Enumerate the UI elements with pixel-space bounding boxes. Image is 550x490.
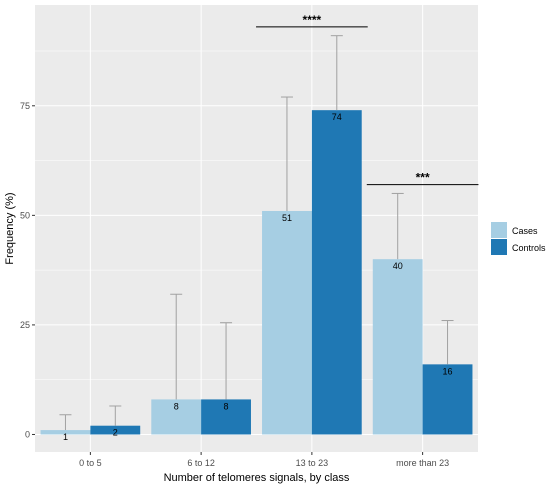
bar-controls-0: [90, 425, 141, 435]
bars: [40, 110, 473, 435]
y-axis: 0 25 50 75: [20, 101, 35, 439]
bar-cases-1: [151, 399, 202, 435]
legend-key-cases: [491, 222, 507, 238]
data-label-controls-0: 2: [113, 428, 118, 438]
significance-label: ***: [416, 171, 430, 185]
legend: Cases Controls: [491, 222, 546, 255]
x-tick-label: 13 to 23: [296, 458, 329, 468]
legend-label-controls: Controls: [512, 243, 546, 253]
y-tick-label: 50: [20, 210, 30, 220]
legend-key-controls: [491, 239, 507, 255]
bar-cases-0: [40, 430, 91, 435]
x-axis: 0 to 5 6 to 12 13 to 23 more than 23: [79, 452, 449, 468]
error-bars: [59, 35, 454, 431]
bar-controls-3: [422, 364, 473, 435]
data-labels: 1 8 51 40 2 8 74 16: [63, 112, 453, 442]
x-tick-label: 0 to 5: [79, 458, 102, 468]
significance-label: ****: [303, 13, 322, 27]
data-label-cases-1: 8: [174, 401, 179, 411]
y-tick-label: 25: [20, 320, 30, 330]
x-tick-label: more than 23: [396, 458, 449, 468]
data-label-cases-0: 1: [63, 432, 68, 442]
legend-label-cases: Cases: [512, 226, 538, 236]
data-label-controls-1: 8: [224, 401, 229, 411]
bar-cases-3: [372, 259, 423, 435]
bar-controls-2: [311, 110, 362, 435]
bar-cases-2: [262, 210, 312, 435]
data-label-controls-3: 16: [443, 366, 453, 376]
x-tick-label: 6 to 12: [187, 458, 215, 468]
y-tick-label: 75: [20, 101, 30, 111]
x-axis-title: Number of telomeres signals, by class: [164, 472, 350, 484]
data-label-cases-3: 40: [393, 261, 403, 271]
data-label-cases-2: 51: [282, 213, 292, 223]
y-tick-label: 0: [25, 429, 30, 439]
bar-controls-1: [201, 399, 251, 435]
significance-markers: *******: [256, 13, 479, 186]
y-axis-title: Frequency (%): [4, 192, 16, 264]
data-label-controls-2: 74: [332, 112, 342, 122]
